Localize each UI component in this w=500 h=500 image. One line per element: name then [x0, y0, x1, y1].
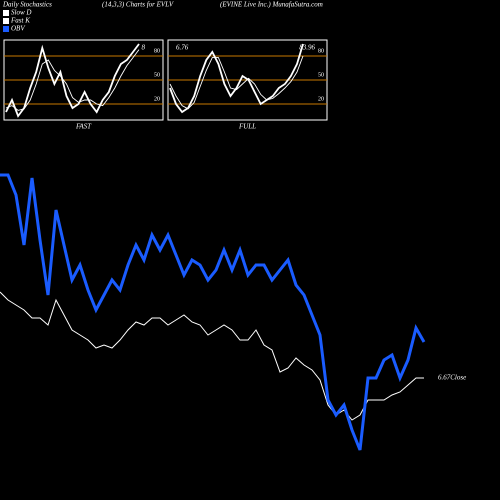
chart-subtitle: (14,3,3) Charts for EVLV: [102, 1, 174, 9]
chart-title: Daily Stochastics: [2, 1, 52, 9]
chart-caption: (EVINE Live Inc.) MunafaSutra.com: [220, 1, 323, 9]
y-tick-label: 50: [154, 72, 160, 78]
y-tick-label: 50: [318, 72, 324, 78]
legend-label: Slow D: [11, 9, 31, 17]
panel-value: 8: [142, 44, 146, 52]
series-line: [169, 43, 304, 114]
series-line: [5, 43, 140, 118]
legend-swatch: [3, 18, 9, 24]
series-line: [0, 291, 424, 421]
series-line: [169, 55, 304, 110]
series-line: [5, 49, 140, 111]
legend-label: OBV: [11, 25, 25, 33]
legend-swatch: [3, 26, 9, 32]
panel-value: 83.96: [299, 44, 315, 52]
legend-swatch: [3, 10, 9, 16]
close-label: 6.67Close: [438, 374, 466, 382]
legend-label: Fast K: [10, 17, 30, 25]
y-tick-label: 80: [318, 48, 324, 54]
series-line: [0, 173, 426, 451]
panel-label: FAST: [75, 123, 92, 131]
panel-value: 6.76: [176, 44, 189, 52]
y-tick-label: 20: [154, 96, 160, 102]
y-tick-label: 20: [318, 96, 324, 102]
y-tick-label: 80: [154, 48, 160, 54]
panel-label: FULL: [238, 123, 256, 131]
